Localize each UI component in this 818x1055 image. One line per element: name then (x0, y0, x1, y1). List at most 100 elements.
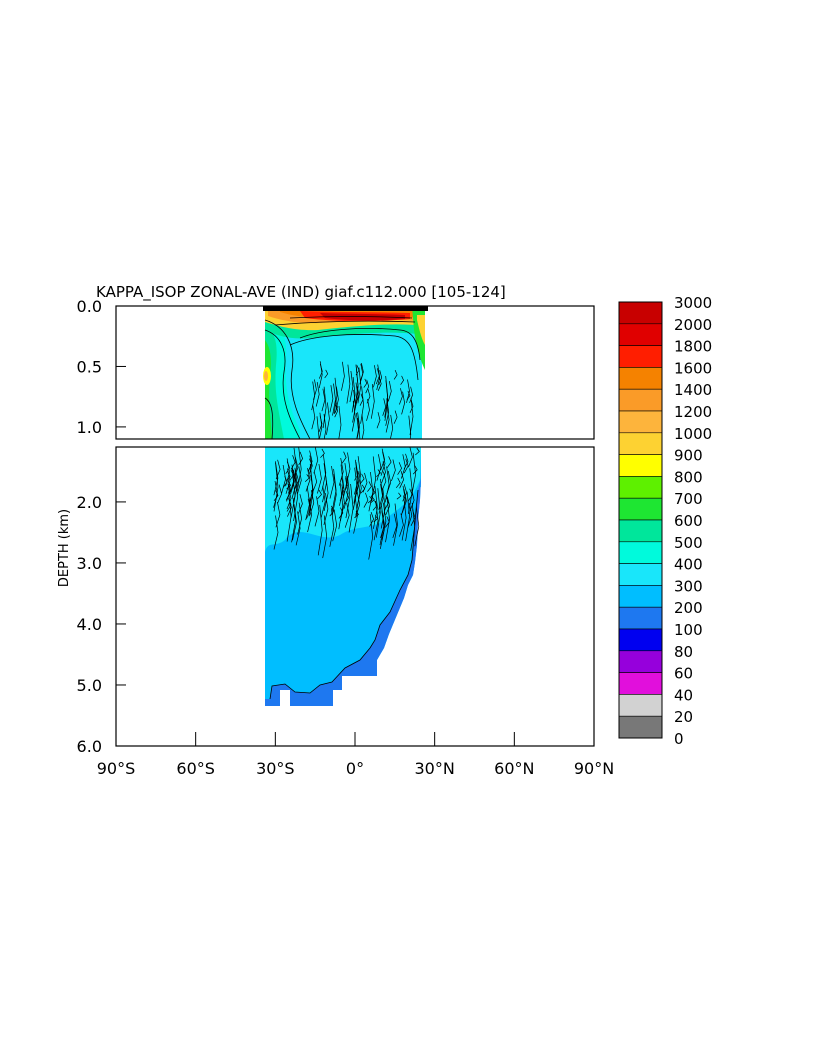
colorbar-swatch (618, 541, 663, 564)
contour-stripe (407, 503, 413, 528)
contour-stripe (290, 455, 296, 470)
contour-stripe (414, 506, 420, 547)
y-axis-label: DEPTH (km) (57, 509, 72, 587)
contour-stripe (385, 496, 391, 516)
contour-stripe (307, 455, 313, 477)
contour-stripe (402, 484, 408, 502)
contour-stripe (273, 515, 279, 550)
contour-stripe (355, 470, 361, 516)
contour-stripe (386, 456, 392, 469)
contour-stripe (412, 465, 418, 475)
contour-stripe (407, 488, 413, 502)
contour-stripe (403, 458, 409, 474)
contour-stripe (373, 486, 378, 529)
contour-stripe (396, 492, 402, 500)
contour-stripe (406, 390, 411, 401)
contour-stripe (323, 493, 329, 526)
contour-stripe (365, 379, 370, 394)
contour-stripe (331, 473, 337, 516)
contour-stripe (311, 381, 316, 411)
contour-stripe (355, 491, 361, 518)
contour-stripe (338, 507, 344, 519)
contour-stripe (285, 471, 291, 482)
contour-stripe (298, 494, 303, 514)
colorbar-label: 1000 (674, 425, 712, 443)
contour-stripe (329, 385, 334, 413)
colorbar-label: 20 (674, 708, 693, 726)
contour-stripe (392, 513, 398, 539)
contour-stripe (286, 481, 292, 490)
contour-stripe (411, 452, 416, 497)
colorbar-swatch (618, 694, 663, 717)
contour-stripe (381, 502, 387, 540)
contour-stripe (373, 365, 377, 388)
colorbar-swatch (618, 497, 663, 521)
contour-stripe (378, 370, 383, 386)
x-tick-label: 60°S (176, 759, 215, 778)
contour-stripe (282, 476, 288, 488)
contour-stripe (344, 491, 350, 505)
contour-stripe (305, 486, 311, 521)
colorbar: 3000200018001600140012001000900800700600… (618, 294, 712, 748)
contour-stripe (273, 462, 279, 512)
upper-panel-frame (115, 305, 595, 440)
contour-stripe (387, 381, 392, 402)
contour-stripe (381, 471, 387, 491)
contour-stripe (323, 413, 327, 439)
x-tick-label: 30°N (415, 759, 455, 778)
colorbar-frame (618, 301, 663, 739)
contour-stripe (378, 478, 384, 510)
contour-stripe (321, 454, 327, 492)
contour-stripe (296, 466, 302, 495)
contour-stripe (399, 513, 404, 537)
contour-stripe (277, 484, 282, 504)
contour-stripe (382, 398, 387, 416)
contour-stripe (322, 515, 328, 559)
colorbar-label: 1800 (674, 338, 712, 356)
contour-stripe (363, 492, 369, 508)
x-tick-label: 30°S (256, 759, 295, 778)
contour-stripe (377, 376, 382, 391)
colorbar-swatch (618, 672, 663, 695)
contour-stripe (329, 508, 335, 547)
y-tick-label: 0.5 (77, 357, 102, 376)
contour-stripe (402, 488, 407, 513)
contour-stripe (397, 462, 402, 475)
contour-stripe (385, 406, 390, 433)
colorbar-swatch (618, 410, 663, 434)
contour-stripe (385, 496, 390, 543)
colorbar-swatch (618, 476, 663, 499)
contour-stripe (381, 461, 386, 484)
contour-stripe (346, 364, 351, 404)
contour-stripe (321, 388, 326, 412)
colorbar-swatch (618, 650, 663, 673)
contour-stripe (320, 485, 326, 518)
contour-stripe (373, 500, 379, 541)
contour-stripe (401, 495, 407, 541)
contour-stripe (341, 361, 345, 391)
x-tick-label: 90°N (574, 759, 614, 778)
contour-stripe (338, 483, 344, 530)
contour-stripe (316, 416, 320, 439)
contour-stripe (356, 412, 359, 439)
contour-stripe (343, 476, 349, 493)
colorbar-label: 800 (674, 468, 703, 486)
colorbar-swatch (618, 519, 663, 543)
contour-stripe (399, 388, 403, 405)
contour-stripe (393, 410, 398, 424)
contour-stripe (393, 369, 398, 380)
contour-stripe (344, 502, 350, 528)
contour-stripe (291, 469, 297, 499)
contour-stripe (349, 370, 354, 403)
colorbar-label: 400 (674, 556, 703, 574)
contour-stripe (409, 399, 414, 414)
contour-stripe (290, 468, 295, 495)
colorbar-label: 700 (674, 490, 703, 508)
colorbar-label: 900 (674, 447, 703, 465)
contour-stripe (275, 501, 281, 528)
colorbar-swatch (618, 301, 663, 325)
contour-stripe (329, 465, 335, 499)
contour-stripe (294, 472, 299, 490)
contour-stripe (380, 448, 385, 471)
